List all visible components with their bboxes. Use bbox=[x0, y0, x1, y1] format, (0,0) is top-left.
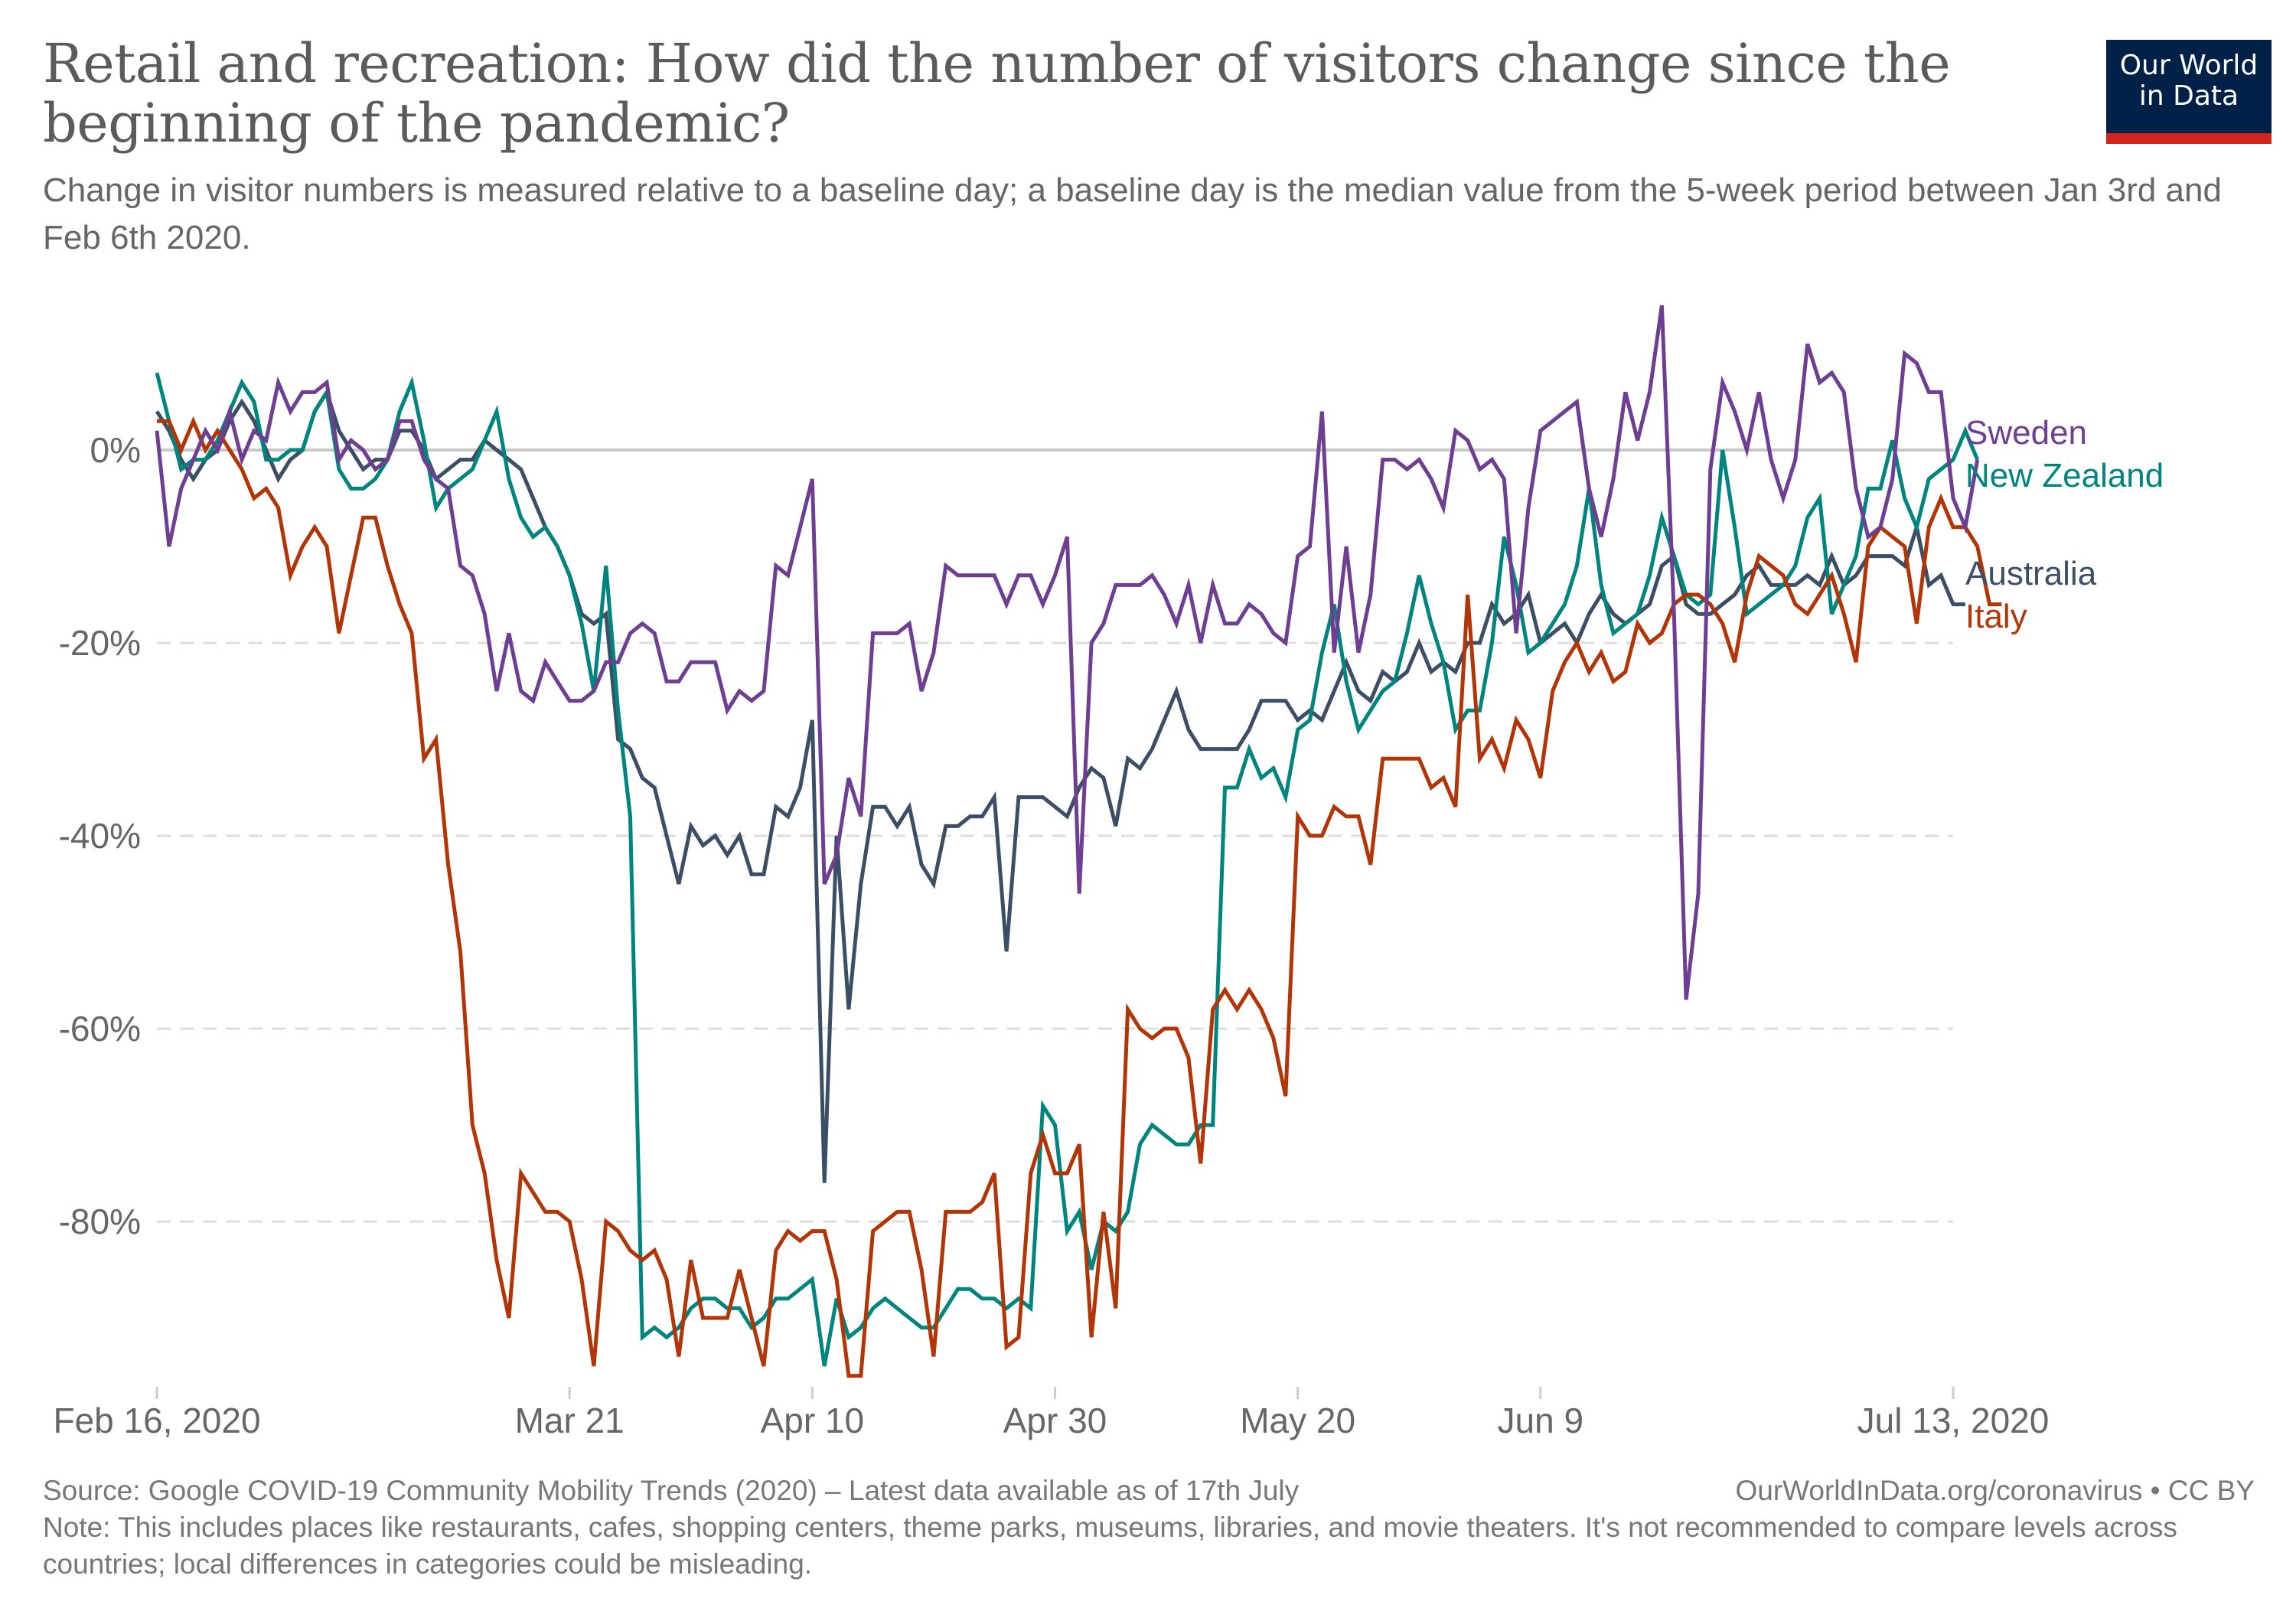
y-tick-label: -20% bbox=[59, 623, 141, 663]
y-tick-label: -80% bbox=[59, 1202, 141, 1241]
series-line-italy[interactable] bbox=[157, 416, 2002, 1378]
legend-label-new-zealand[interactable]: New Zealand bbox=[1965, 457, 2164, 494]
logo-line-2: in Data bbox=[2138, 80, 2239, 112]
logo-accent-bar bbox=[2106, 133, 2272, 144]
x-tick-label: Jul 13, 2020 bbox=[1857, 1401, 2050, 1440]
series-lines bbox=[155, 305, 2002, 1378]
y-tick-label: -40% bbox=[59, 816, 141, 856]
chart-title: Retail and recreation: How did the numbe… bbox=[43, 32, 1951, 155]
y-tick-label: -60% bbox=[59, 1009, 141, 1049]
series-line-australia[interactable] bbox=[155, 387, 1965, 1183]
x-tick-label: May 20 bbox=[1240, 1401, 1355, 1440]
x-axis-ticks: Feb 16, 2020 Mar 21 Apr 10 Apr 30 May 20 Jun … bbox=[53, 1387, 2049, 1440]
source-text: Source: Google COVID-19 Community Mobili… bbox=[43, 1475, 1300, 1506]
owid-logo[interactable]: Our World in Data bbox=[2106, 40, 2272, 144]
license-link[interactable]: OurWorldInData.org/coronavirus • CC BY bbox=[1735, 1475, 2255, 1506]
y-axis-ticks: 0% -20% -40% -60% -80% bbox=[59, 430, 141, 1241]
legend-label-australia[interactable]: Australia bbox=[1965, 555, 2097, 592]
grid-lines bbox=[157, 448, 1953, 1223]
legend-label-sweden[interactable]: Sweden bbox=[1965, 414, 2087, 452]
chart-footer: Source: Google COVID-19 Community Mobili… bbox=[43, 1473, 2255, 1583]
x-tick-label: Apr 10 bbox=[761, 1401, 865, 1440]
series-line-sweden[interactable] bbox=[155, 305, 1980, 1000]
series-line-new-zealand[interactable] bbox=[155, 372, 1980, 1367]
legend: Sweden New Zealand Australia Italy bbox=[1965, 414, 2164, 635]
y-tick-label: 0% bbox=[90, 430, 141, 470]
logo-line-1: Our World bbox=[2119, 50, 2258, 81]
x-tick-label: Jun 9 bbox=[1498, 1401, 1584, 1440]
chart-subtitle: Change in visitor numbers is measured re… bbox=[43, 171, 2222, 256]
legend-label-italy[interactable]: Italy bbox=[1965, 598, 2027, 635]
x-tick-label: Feb 16, 2020 bbox=[53, 1401, 260, 1440]
note-text: Note: This includes places like restaura… bbox=[43, 1512, 2177, 1580]
x-tick-label: Mar 21 bbox=[515, 1401, 625, 1440]
x-tick-label: Apr 30 bbox=[1003, 1401, 1107, 1440]
